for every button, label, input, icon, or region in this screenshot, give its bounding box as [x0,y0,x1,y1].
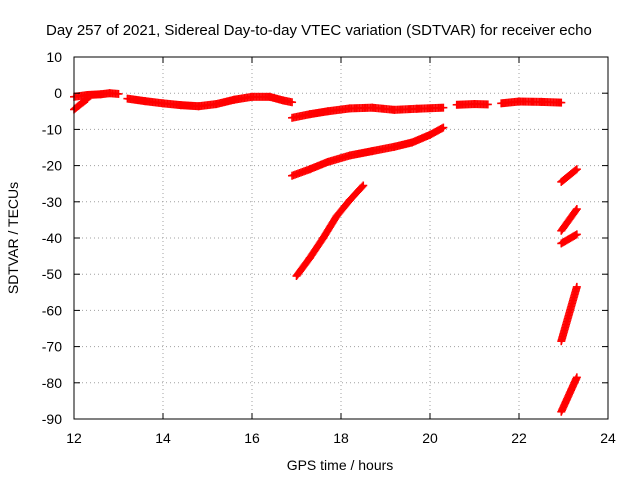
data-segment [497,97,566,108]
data-segment [557,230,581,248]
x-axis-label: GPS time / hours [287,457,394,473]
data-segment [123,92,297,111]
data-segment [557,205,581,235]
y-tick-label: -40 [42,230,62,246]
data-segment [557,282,581,346]
y-tick-label: -30 [42,194,62,210]
y-tick-label: -20 [42,158,62,174]
x-tick-label: 12 [66,430,82,446]
y-ticks: 10 0 -10 -20 -30 -40 -50 -60 -70 -80 -90 [42,49,608,427]
x-tick-label: 16 [244,430,260,446]
y-tick-label: -10 [42,121,62,137]
data-segment [70,89,123,101]
y-tick-label: 0 [54,85,62,101]
x-tick-label: 14 [155,430,171,446]
data-marks [70,89,581,416]
y-tick-label: -50 [42,266,62,282]
x-tick-label: 18 [333,430,349,446]
y-tick-label: 10 [46,49,62,65]
x-tick-label: 24 [600,430,616,446]
x-tick-label: 20 [422,430,438,446]
y-tick-label: -70 [42,339,62,355]
data-segment [557,373,581,416]
y-tick-label: -80 [42,375,62,391]
x-ticks: 12 14 16 18 20 22 24 [66,57,616,446]
chart-title: Day 257 of 2021, Sidereal Day-to-day VTE… [46,22,592,39]
x-tick-label: 22 [511,430,527,446]
data-segment [292,181,368,281]
data-segment [557,165,581,186]
y-tick-label: -90 [42,411,62,427]
data-segment [452,100,492,109]
data-segment [288,123,448,180]
data-segment [288,103,448,122]
y-tick-label: -60 [42,302,62,318]
grid [74,57,608,419]
y-axis-label: SDTVAR / TECUs [5,182,21,294]
